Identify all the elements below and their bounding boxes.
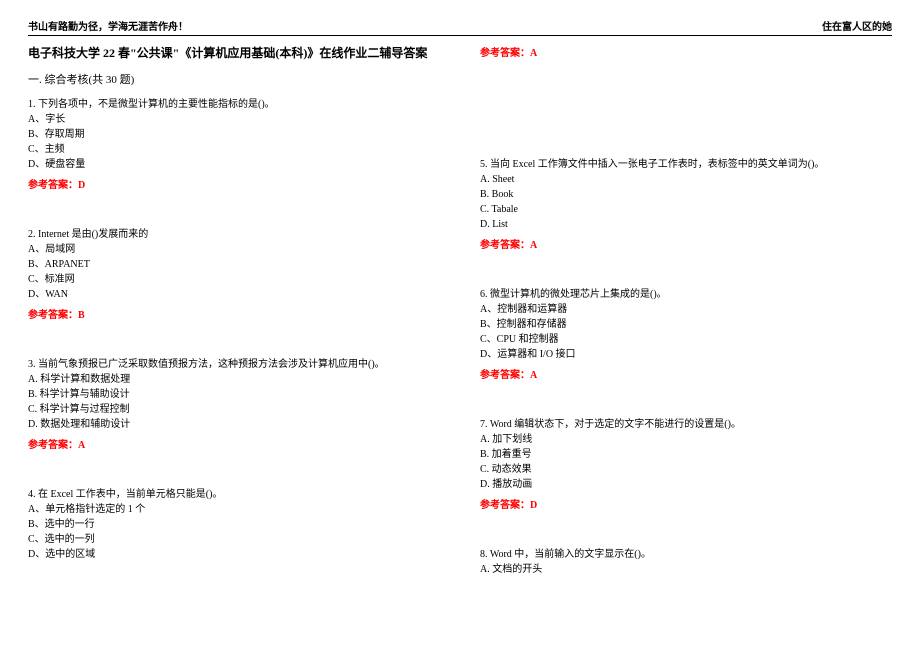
q6-opt-d: D、运算器和 I/O 接口 xyxy=(480,347,892,362)
question-8: 8. Word 中，当前输入的文字显示在()。 A. 文档的开头 xyxy=(480,547,892,577)
q4-stem: 4. 在 Excel 工作表中，当前单元格只能是()。 xyxy=(28,487,440,502)
q2-opt-c: C、标准网 xyxy=(28,272,440,287)
q3-stem: 3. 当前气象预报已广泛采取数值预报方法，这种预报方法会涉及计算机应用中()。 xyxy=(28,357,440,372)
q1-opt-d: D、硬盘容量 xyxy=(28,157,440,172)
question-7: 7. Word 编辑状态下，对于选定的文字不能进行的设置是()。 A. 加下划线… xyxy=(480,417,892,513)
q8-stem: 8. Word 中，当前输入的文字显示在()。 xyxy=(480,547,892,562)
q6-answer: 参考答案：A xyxy=(480,368,892,383)
q7-opt-a: A. 加下划线 xyxy=(480,432,892,447)
q8-opt-a: A. 文档的开头 xyxy=(480,562,892,577)
q2-opt-a: A、局域网 xyxy=(28,242,440,257)
question-6: 6. 微型计算机的微处理芯片上集成的是()。 A、控制器和运算器 B、控制器和存… xyxy=(480,287,892,383)
q7-answer: 参考答案：D xyxy=(480,498,892,513)
question-1: 1. 下列各项中，不是微型计算机的主要性能指标的是()。 A、字长 B、存取周期… xyxy=(28,97,440,193)
section-title: 一. 综合考核(共 30 题) xyxy=(28,71,440,87)
q3-opt-a: A. 科学计算和数据处理 xyxy=(28,372,440,387)
question-2: 2. Internet 是由()发展而来的 A、局域网 B、ARPANET C、… xyxy=(28,227,440,323)
q4-opt-b: B、选中的一行 xyxy=(28,517,440,532)
q1-opt-c: C、主频 xyxy=(28,142,440,157)
q2-opt-d: D、WAN xyxy=(28,287,440,302)
doc-title: 电子科技大学 22 春"公共课"《计算机应用基础(本科)》在线作业二辅导答案 xyxy=(28,44,440,61)
q2-answer: 参考答案：B xyxy=(28,308,440,323)
q4-opt-d: D、选中的区域 xyxy=(28,547,440,562)
q5-opt-d: D. List xyxy=(480,217,892,232)
q2-stem: 2. Internet 是由()发展而来的 xyxy=(28,227,440,242)
q5-stem: 5. 当向 Excel 工作簿文件中插入一张电子工作表时，表标签中的英文单词为(… xyxy=(480,157,892,172)
pre-answer-right: 参考答案：A xyxy=(480,44,892,59)
q6-opt-b: B、控制器和存储器 xyxy=(480,317,892,332)
q7-stem: 7. Word 编辑状态下，对于选定的文字不能进行的设置是()。 xyxy=(480,417,892,432)
q1-stem: 1. 下列各项中，不是微型计算机的主要性能指标的是()。 xyxy=(28,97,440,112)
q6-opt-a: A、控制器和运算器 xyxy=(480,302,892,317)
q1-answer: 参考答案：D xyxy=(28,178,440,193)
q5-opt-a: A. Sheet xyxy=(480,172,892,187)
question-5: 5. 当向 Excel 工作簿文件中插入一张电子工作表时，表标签中的英文单词为(… xyxy=(480,157,892,253)
question-3: 3. 当前气象预报已广泛采取数值预报方法，这种预报方法会涉及计算机应用中()。 … xyxy=(28,357,440,453)
header-left: 书山有路勤为径，学海无涯苦作舟！ xyxy=(28,18,188,33)
q3-opt-d: D. 数据处理和辅助设计 xyxy=(28,417,440,432)
q1-opt-a: A、字长 xyxy=(28,112,440,127)
q5-opt-b: B. Book xyxy=(480,187,892,202)
q3-opt-b: B. 科学计算与辅助设计 xyxy=(28,387,440,402)
q1-opt-b: B、存取周期 xyxy=(28,127,440,142)
q2-opt-b: B、ARPANET xyxy=(28,257,440,272)
q6-stem: 6. 微型计算机的微处理芯片上集成的是()。 xyxy=(480,287,892,302)
q3-answer: 参考答案：A xyxy=(28,438,440,453)
q7-opt-d: D. 播放动画 xyxy=(480,477,892,492)
header-right: 住在富人区的她 xyxy=(822,18,892,33)
question-4: 4. 在 Excel 工作表中，当前单元格只能是()。 A、单元格指针选定的 1… xyxy=(28,487,440,562)
q6-opt-c: C、CPU 和控制器 xyxy=(480,332,892,347)
q7-opt-c: C. 动态效果 xyxy=(480,462,892,477)
q3-opt-c: C. 科学计算与过程控制 xyxy=(28,402,440,417)
q5-answer: 参考答案：A xyxy=(480,238,892,253)
q4-opt-a: A、单元格指针选定的 1 个 xyxy=(28,502,440,517)
q7-opt-b: B. 加着重号 xyxy=(480,447,892,462)
q4-opt-c: C、选中的一列 xyxy=(28,532,440,547)
q5-opt-c: C. Tabale xyxy=(480,202,892,217)
